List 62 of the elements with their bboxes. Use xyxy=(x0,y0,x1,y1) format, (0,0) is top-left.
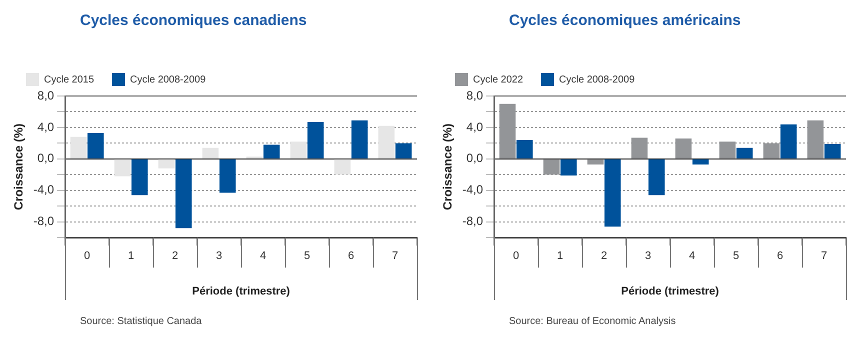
bar xyxy=(158,159,175,168)
bar xyxy=(648,159,665,196)
bar xyxy=(334,159,351,175)
bar xyxy=(780,124,797,158)
source-note: Source: Bureau of Economic Analysis xyxy=(509,316,676,327)
y-tick-label: 8,0 xyxy=(466,88,484,102)
x-tick-label: 2 xyxy=(600,250,608,262)
chart-title: Cycles économiques canadiens xyxy=(80,12,307,29)
bar xyxy=(219,159,236,193)
legend-label: Cycle 2008-2009 xyxy=(130,74,206,86)
x-tick-label: 0 xyxy=(513,250,520,262)
y-tick-label: 4,0 xyxy=(37,120,54,134)
x-tick-label: 2 xyxy=(172,250,178,262)
bar xyxy=(307,122,324,158)
x-axis-title: Période (trimestre) xyxy=(621,285,720,298)
bar xyxy=(824,144,841,158)
bar xyxy=(202,148,219,158)
x-tick-label: 3 xyxy=(216,250,222,262)
legend-label: Cycle 2022 xyxy=(473,74,524,86)
bar xyxy=(114,159,131,176)
bar xyxy=(88,132,104,158)
y-tick-label: -8,0 xyxy=(33,214,54,228)
x-tick-label: 4 xyxy=(688,250,696,262)
y-tick-label: -4,0 xyxy=(33,182,54,197)
x-tick-label: 6 xyxy=(776,250,784,262)
bar xyxy=(736,148,753,158)
y-tick-label: 0,0 xyxy=(466,151,484,166)
x-tick-label: 3 xyxy=(644,250,652,262)
y-axis-title: Croissance (%) xyxy=(440,123,455,210)
y-tick-label: 4,0 xyxy=(466,120,484,134)
bar xyxy=(263,144,280,158)
y-axis-title: Croissance (%) xyxy=(12,123,26,210)
bar xyxy=(587,159,604,164)
bar xyxy=(692,159,709,164)
y-tick-label: -4,0 xyxy=(462,182,484,197)
x-tick-label: 5 xyxy=(732,250,740,262)
x-axis-title: Période (trimestre) xyxy=(192,285,290,298)
source-note: Source: Statistique Canada xyxy=(80,316,202,327)
x-tick-label: 5 xyxy=(304,250,310,262)
bar xyxy=(378,126,395,158)
chart-title: Cycles économiques américains xyxy=(509,12,741,29)
x-tick-label: 7 xyxy=(820,250,828,262)
x-tick-label: 7 xyxy=(392,250,398,262)
x-tick-label: 0 xyxy=(84,250,90,262)
bar xyxy=(516,140,533,158)
x-tick-label: 1 xyxy=(557,250,564,262)
legend-label: Cycle 2015 xyxy=(44,74,94,86)
bar xyxy=(290,142,307,158)
bar xyxy=(70,136,87,158)
bar xyxy=(560,159,577,176)
bar xyxy=(175,159,192,228)
y-tick-label: -8,0 xyxy=(462,214,484,228)
legend-label: Cycle 2008-2009 xyxy=(559,74,636,86)
bar xyxy=(351,120,368,158)
x-tick-label: 4 xyxy=(260,250,266,262)
y-tick-label: 0,0 xyxy=(37,151,54,166)
bar xyxy=(395,143,412,158)
x-tick-label: 1 xyxy=(128,250,134,262)
bar xyxy=(604,159,621,227)
y-tick-label: 8,0 xyxy=(37,88,54,102)
bar xyxy=(131,159,148,196)
x-tick-label: 6 xyxy=(348,250,354,262)
